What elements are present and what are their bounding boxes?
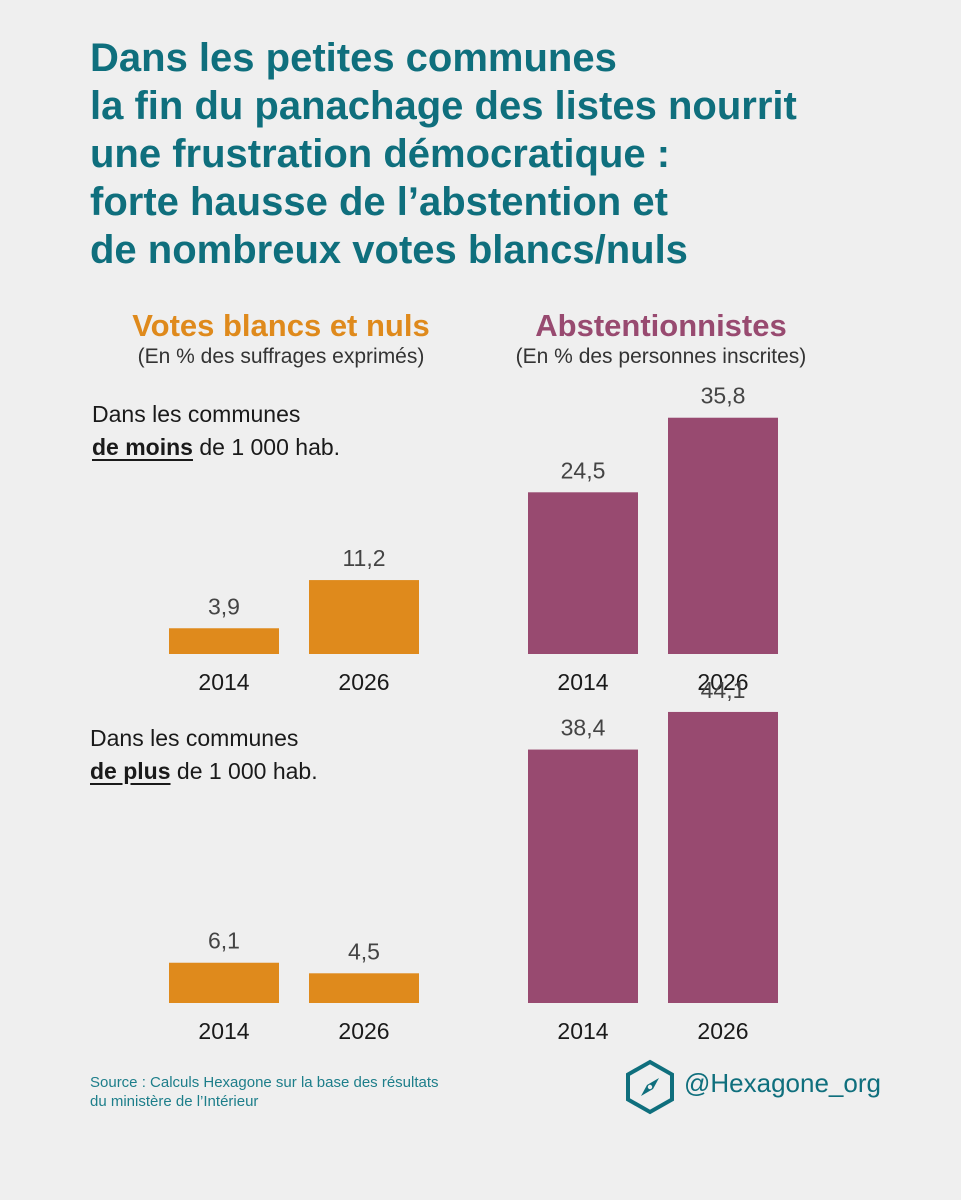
bar-2014 bbox=[528, 749, 638, 1003]
category-label: 2026 bbox=[338, 669, 389, 695]
bar-2026 bbox=[668, 711, 778, 1003]
category-label: 2014 bbox=[198, 1018, 249, 1044]
title-line: la fin du panachage des listes nourrit bbox=[90, 84, 797, 128]
group-label-line: Dans les communes bbox=[90, 725, 299, 751]
category-label: 2014 bbox=[557, 1018, 608, 1044]
category-label: 2014 bbox=[557, 669, 608, 695]
group-label-emphasis: de plus bbox=[90, 758, 171, 784]
bar-2026 bbox=[309, 580, 419, 654]
group-label-line: Dans les communes bbox=[92, 401, 301, 427]
bar-2026 bbox=[309, 973, 419, 1003]
bar-value-label: 11,2 bbox=[342, 545, 385, 571]
source-line: du ministère de l’Intérieur bbox=[90, 1093, 259, 1110]
title-line: Dans les petites communes bbox=[90, 36, 617, 80]
group-label-rest: de 1 000 hab. bbox=[192, 434, 341, 460]
source-line: Source : Calculs Hexagone sur la base de… bbox=[90, 1074, 439, 1091]
bar-2026 bbox=[668, 417, 778, 654]
group-label-large: Dans les communes de plus de 1 000 hab. bbox=[90, 722, 318, 788]
bar-2014 bbox=[169, 628, 279, 654]
category-label: 2014 bbox=[198, 669, 249, 695]
bar-value-label: 35,8 bbox=[701, 383, 746, 409]
title-line: de nombreux votes blancs/nuls bbox=[90, 228, 688, 272]
group-label-rest: de 1 000 hab. bbox=[170, 758, 318, 784]
source-note: Source : Calculs Hexagone sur la base de… bbox=[90, 1073, 439, 1111]
bar-value-label: 4,5 bbox=[348, 938, 380, 964]
bar-2014 bbox=[169, 962, 279, 1003]
bar-value-label: 44,1 bbox=[701, 677, 746, 703]
blancs-section-subtitle: (En % des suffrages exprimés) bbox=[137, 345, 425, 368]
category-label: 2026 bbox=[697, 669, 748, 695]
group-label-small: Dans les communes de moins de 1 000 hab. bbox=[92, 398, 340, 464]
title-line: forte hausse de l’abstention et bbox=[90, 180, 668, 224]
bar-value-label: 3,9 bbox=[208, 593, 240, 619]
chart-title: Dans les petites communes la fin du pana… bbox=[90, 34, 930, 274]
group-label-emphasis: de moins bbox=[92, 434, 193, 460]
social-handle: @Hexagone_org bbox=[684, 1068, 881, 1098]
bar-value-label: 6,1 bbox=[208, 928, 240, 954]
category-label: 2026 bbox=[338, 1018, 389, 1044]
abst-section-title: Abstentionnistes bbox=[535, 308, 787, 343]
bar-value-label: 24,5 bbox=[561, 457, 606, 483]
blancs-section-title: Votes blancs et nuls bbox=[132, 308, 430, 343]
abst-section-subtitle: (En % des personnes inscrites) bbox=[515, 345, 807, 368]
bar-2014 bbox=[528, 492, 638, 654]
compass-hexagon-icon bbox=[626, 1059, 674, 1115]
title-line: une frustration démocratique : bbox=[90, 132, 671, 176]
category-label: 2026 bbox=[697, 1018, 748, 1044]
bar-value-label: 38,4 bbox=[561, 715, 606, 741]
